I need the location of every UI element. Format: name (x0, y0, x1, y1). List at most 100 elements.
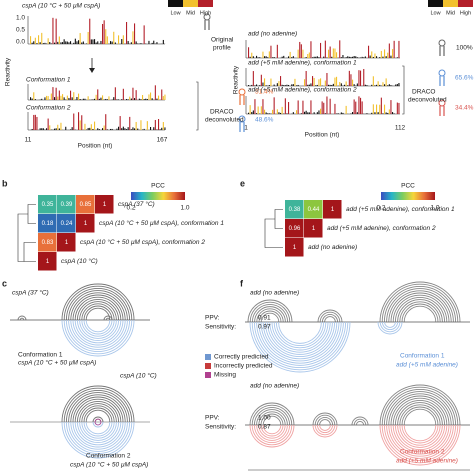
profile-bar (121, 99, 123, 100)
profile-bar (396, 57, 398, 58)
profile-bar (103, 99, 105, 100)
profile-bar (106, 36, 108, 44)
profile-bar (256, 55, 258, 58)
profile-bar (153, 40, 155, 44)
arc (61, 421, 135, 459)
profile-bar (384, 84, 386, 86)
arc (278, 321, 322, 344)
profile-bar (58, 90, 60, 100)
profile-bar (390, 100, 392, 114)
profile-bar (81, 42, 83, 44)
tick: 1.0 (430, 205, 439, 212)
cell-value: 0.38 (289, 207, 301, 213)
profile-bar (289, 51, 291, 58)
heat-cell (57, 195, 76, 214)
tick: 11 (25, 137, 32, 144)
dendrogram (17, 204, 36, 262)
profile-bar (268, 113, 270, 114)
profile-bar (251, 112, 253, 114)
profile-bar (371, 84, 373, 86)
arc (251, 424, 293, 446)
legend-label: Mid (446, 10, 455, 16)
profile-bar (31, 42, 33, 44)
annotation: profile (213, 45, 231, 52)
heat-cell (38, 195, 57, 214)
profile-bar (143, 99, 145, 100)
profile-bar (395, 84, 397, 86)
profile-bar (331, 84, 333, 86)
profile-bar (334, 103, 336, 114)
arc (76, 298, 120, 321)
arc (399, 424, 441, 446)
profile-bar (118, 99, 120, 100)
axis-label: Reactivity (5, 57, 12, 86)
profile-bar (114, 42, 116, 44)
profile-bar (350, 113, 352, 114)
profile-bar (78, 112, 80, 130)
cell-value: 0.85 (80, 202, 92, 208)
arc (381, 321, 399, 330)
structure-icon (239, 95, 245, 105)
profile-bar (110, 41, 112, 44)
profile-bar (58, 36, 60, 44)
arc (316, 424, 334, 433)
arc (249, 301, 291, 323)
profile-bar (283, 55, 285, 58)
sample-label: cspA (37 °C) (12, 289, 49, 297)
annotation: deconvoluted (205, 117, 244, 124)
profile-bar (30, 97, 32, 100)
profile-bar (150, 92, 152, 100)
profile-bar (371, 112, 373, 114)
arc (63, 285, 133, 321)
profile-bar (249, 56, 251, 58)
profile-bar (280, 112, 282, 114)
arc (392, 397, 448, 426)
legend-label: Incorrectly predicted (214, 363, 273, 370)
profile-bar (153, 127, 155, 130)
heat-cell (57, 214, 76, 233)
profile-bar (87, 127, 89, 130)
profile-bar (316, 84, 318, 86)
profile-bar (268, 85, 270, 86)
arc (256, 308, 284, 323)
arc (401, 406, 439, 426)
profile-bar (385, 78, 387, 86)
structure-icon (439, 106, 445, 116)
profile-bar (305, 57, 307, 58)
profile-bar (288, 102, 290, 114)
profile-bar (324, 80, 326, 86)
profile-bar (384, 104, 386, 114)
cell-value: 0.18 (42, 221, 54, 227)
profile-bar (62, 42, 64, 44)
profile-bar (336, 52, 338, 58)
profile-bar (60, 95, 62, 100)
profile-bar (38, 35, 40, 44)
profile-bar (52, 17, 54, 44)
profile-bar (310, 41, 312, 58)
arc (249, 424, 295, 448)
profile-bar (55, 18, 57, 44)
tick: 1.0 (180, 205, 189, 212)
profile-bar (265, 56, 267, 58)
profile-bar (297, 49, 299, 58)
structure-icon (439, 46, 445, 56)
profile-bar (52, 87, 54, 100)
annotation: Conformation 2 (400, 449, 445, 456)
profile-bar (122, 35, 124, 44)
profile-bar (74, 38, 76, 44)
profile-bar (345, 57, 347, 58)
profile-bar (340, 83, 342, 86)
profile-bar (106, 129, 108, 130)
profile-bar (71, 127, 73, 130)
profile-bar (352, 56, 354, 58)
profile-bar (308, 52, 310, 58)
arc (388, 290, 452, 323)
arc (253, 321, 347, 369)
track-label: add (no adenine) (248, 31, 297, 38)
heat-cell (285, 238, 304, 257)
arc (76, 319, 120, 342)
arc (386, 424, 454, 459)
profile-bar (111, 41, 113, 44)
profile-bar (154, 85, 156, 100)
arc (68, 319, 128, 350)
